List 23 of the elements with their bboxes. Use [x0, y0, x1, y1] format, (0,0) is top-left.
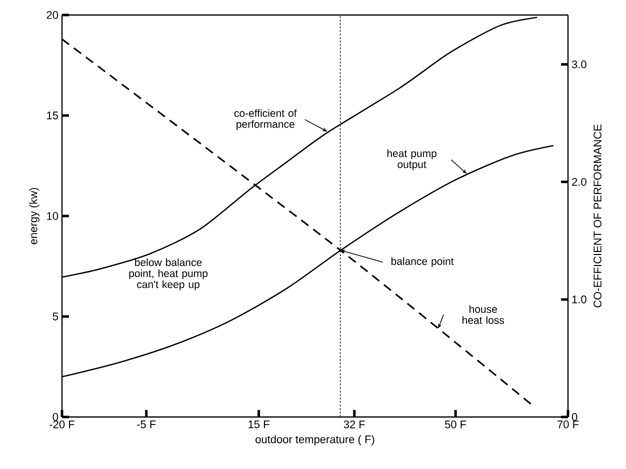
- y2-tick-label: 3.0: [572, 60, 586, 68]
- x-tick-label: -20 F: [50, 420, 74, 428]
- annotation: house heat loss: [462, 305, 504, 324]
- x-tick-label: -5 F: [137, 420, 156, 428]
- x-tick-label: 15 F: [248, 420, 270, 428]
- y2-axis-title: CO-EFFICIENT OF PERFORMANCE: [594, 124, 602, 308]
- x-axis-title: outdoor temperature ( F): [256, 435, 374, 446]
- y-tick-label: 10: [47, 212, 58, 220]
- annotation: balance point: [391, 257, 454, 268]
- x-tick-label: 50 F: [444, 420, 466, 428]
- annotation: co-efficient of performance: [234, 109, 297, 130]
- y-tick-label: 20: [46, 11, 58, 19]
- y2-tick-label: 2.0: [572, 178, 586, 186]
- y-tick-label: 5: [52, 312, 58, 320]
- y2-tick-label: 0: [572, 413, 578, 421]
- annotation: heat pump output: [387, 149, 436, 170]
- y-tick-label: 0: [52, 413, 58, 421]
- y2-tick-label: 1.0: [572, 296, 586, 304]
- x-tick-label: 70 F: [558, 420, 579, 428]
- x-tick-label: 32 F: [344, 420, 365, 428]
- y-tick-label: 15: [47, 112, 58, 120]
- annotation: below balance point, heat pump can't keep up: [129, 258, 208, 290]
- y-axis-title: energy (kw): [29, 188, 40, 244]
